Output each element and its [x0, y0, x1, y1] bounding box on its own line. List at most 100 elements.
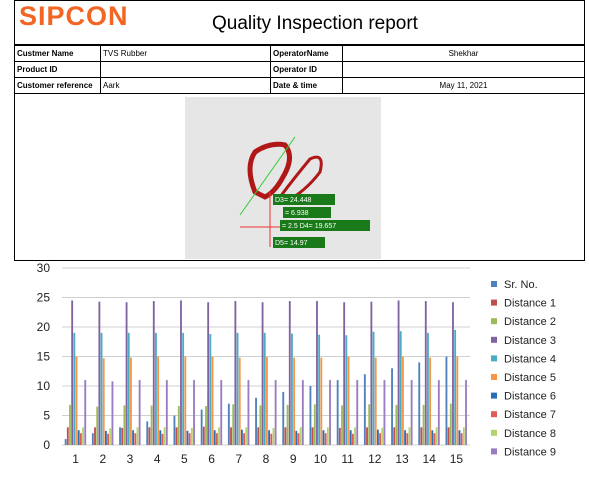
y-tick-label: 15	[37, 350, 51, 364]
bar	[272, 427, 275, 445]
x-tick-label: 2	[99, 452, 106, 466]
bar	[370, 301, 373, 445]
bar	[243, 433, 246, 445]
legend-label: Distance 4	[504, 353, 556, 365]
table-row: Customer reference Aark Date & time May 11,…	[14, 77, 585, 94]
bar	[452, 302, 454, 445]
value-cell: May 11, 2021	[342, 77, 585, 94]
bar	[109, 428, 112, 445]
bar	[437, 380, 440, 445]
y-tick-label: 25	[37, 291, 51, 305]
legend-swatch	[491, 355, 497, 362]
bar	[245, 427, 248, 445]
bar	[349, 430, 352, 445]
bar	[322, 430, 325, 445]
label-box	[283, 207, 331, 218]
bar	[299, 427, 302, 445]
legend-swatch	[491, 411, 497, 418]
bar	[100, 332, 103, 445]
x-tick-label: 1	[72, 452, 79, 466]
bar	[347, 356, 350, 445]
bar	[351, 433, 354, 445]
bar	[134, 433, 137, 445]
bar	[215, 433, 218, 445]
bar	[456, 356, 459, 445]
key-cell: Operator ID	[270, 61, 343, 78]
bar	[309, 386, 312, 445]
measure-label: D5= 14.97	[275, 240, 308, 247]
legend-label: Sr. No.	[504, 279, 538, 291]
legend-swatch	[491, 318, 497, 325]
bar	[123, 405, 126, 445]
image-frame	[14, 93, 585, 261]
table-row: Product ID Operator ID	[14, 61, 585, 78]
x-tick-label: 13	[395, 452, 409, 466]
bar	[397, 300, 400, 445]
bar	[329, 380, 331, 445]
bar	[381, 427, 384, 445]
bar	[293, 357, 296, 445]
bar	[64, 439, 67, 445]
bar	[84, 380, 87, 445]
bar	[316, 301, 318, 445]
measure-label: = 2.5 D4= 19.657	[282, 223, 336, 230]
bar	[165, 380, 168, 445]
bar	[159, 430, 162, 445]
bar	[404, 430, 407, 445]
x-tick-label: 14	[423, 452, 437, 466]
bar	[71, 300, 74, 445]
bar	[399, 331, 402, 445]
bar	[284, 427, 287, 445]
bar	[427, 332, 429, 445]
bar	[190, 427, 193, 445]
legend-swatch	[491, 448, 497, 455]
bar	[236, 332, 239, 445]
bar	[91, 433, 94, 445]
legend-label: Distance 8	[504, 428, 556, 440]
bar	[111, 381, 114, 445]
bar	[96, 406, 99, 445]
bar	[368, 404, 371, 445]
bar	[311, 427, 314, 445]
bar	[449, 403, 452, 445]
bar	[286, 404, 289, 445]
bar	[445, 356, 448, 445]
bar	[356, 380, 359, 445]
bar	[182, 332, 185, 445]
bar	[366, 427, 368, 445]
bar	[422, 404, 425, 445]
bar	[301, 380, 304, 445]
bar	[372, 331, 375, 445]
bar	[259, 405, 262, 445]
bar	[410, 380, 413, 445]
bar	[288, 301, 291, 445]
bar	[429, 357, 432, 445]
bar	[338, 427, 341, 445]
bar	[402, 356, 404, 445]
bar	[374, 357, 377, 445]
bar	[73, 332, 76, 445]
measure-line	[239, 136, 296, 216]
bar	[161, 433, 164, 445]
bar	[193, 380, 195, 445]
bar	[282, 391, 285, 445]
bar	[163, 427, 166, 445]
bar	[98, 301, 101, 445]
bar	[180, 300, 182, 445]
legend-swatch	[491, 299, 497, 306]
value-cell	[100, 61, 271, 78]
bar	[326, 427, 329, 445]
inspection-image: D3= 24.448 = 6.938 = 2.5 D4= 19.657 D5= 14.…	[185, 97, 381, 259]
x-tick-label: 3	[127, 452, 134, 466]
bar	[270, 433, 273, 445]
bar	[138, 380, 141, 445]
bar	[94, 427, 96, 445]
bar	[104, 430, 107, 445]
bar	[268, 430, 271, 445]
legend-swatch	[491, 392, 497, 399]
bar	[155, 332, 157, 445]
legend-swatch	[491, 429, 497, 436]
x-tick-label: 5	[181, 452, 188, 466]
